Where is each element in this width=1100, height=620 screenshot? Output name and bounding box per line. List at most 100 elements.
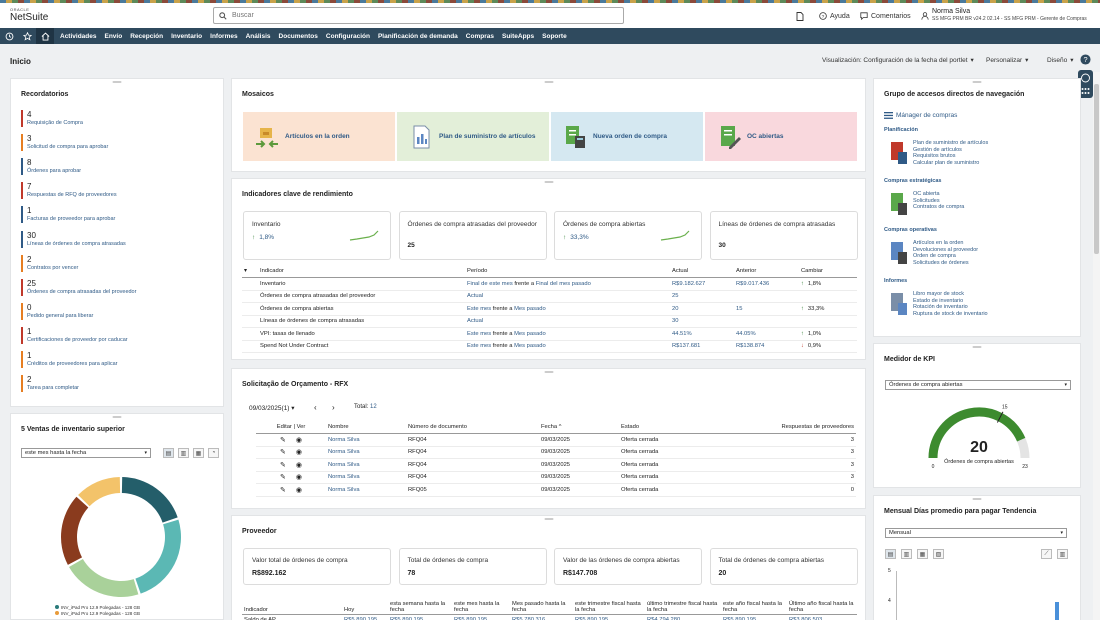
donut-slice[interactable] [135,519,181,594]
reminder-link[interactable]: Facturas de proveedor para aprobar [27,216,116,223]
shortcut-link[interactable]: OC abierta [913,191,940,197]
help-button[interactable]: ? Ayuda [819,12,850,20]
period-link[interactable]: Actual [467,293,484,300]
shortcut-link[interactable]: Gestión de artículos [913,146,962,153]
personalize-dropdown[interactable]: Personalizar ▾ [986,56,1028,65]
drag-handle[interactable] [972,346,982,348]
shortcut-link[interactable]: Solicitudes [913,197,940,204]
reminder-item[interactable]: 2 Contratos por vencer [21,254,79,272]
reminder-link[interactable]: Tarea para completar [27,385,79,392]
drag-handle[interactable] [972,498,982,500]
pie-chart-button[interactable]: ◔ [208,448,219,458]
rfx-name[interactable]: Norma Silva [326,458,406,472]
tile-open-pos[interactable]: OC abiertas [705,112,857,161]
period-link[interactable]: Este mes [467,330,492,337]
reminder-item[interactable]: 4 Requisição de Compra [21,110,83,127]
drag-handle[interactable] [544,518,553,520]
nav-item[interactable]: Documentos [278,32,318,40]
supplier-kpi-card[interactable]: Valor total de órdenes de compra R$892.16… [243,548,391,585]
edit-pencil-icon[interactable]: ✎ [280,474,286,482]
area-chart-button[interactable]: ▧ [933,549,944,559]
nav-item[interactable]: Compras [465,32,494,40]
kpi-card[interactable]: Inventario ↑ 1,8% [243,211,391,260]
reminder-item[interactable]: 1 Facturas de proveedor para aprobar [21,206,116,224]
manager-link[interactable]: Mánager de compras [884,112,957,119]
line-chart-button[interactable]: ⟋ [1041,549,1052,559]
donut-slice[interactable] [61,496,89,565]
drag-handle[interactable] [972,81,982,83]
rfx-name[interactable]: Norma Silva [326,446,406,459]
column-header[interactable]: Último año fiscal hasta la fecha [787,592,857,615]
shortcut-link[interactable]: Devoluciones al proveedor [913,246,979,253]
nav-item[interactable]: SuiteApps [501,32,535,40]
column-header[interactable]: Actual [670,265,734,278]
reminder-item[interactable]: 1 Créditos de proveedores para aplicar [21,351,118,368]
reminder-link[interactable]: Líneas de órdenes de compra atrasadas [27,240,126,247]
netsuite-logo[interactable]: ORACLE NetSuite [10,8,48,23]
tile-items-on-order[interactable]: Artículos en la orden [243,112,395,161]
shortcut-link[interactable]: Contratos de compra [913,204,965,210]
drag-handle[interactable] [112,81,122,83]
view-eye-icon[interactable]: ◉ [295,461,302,469]
kpi-actual[interactable]: R$9.182.627 [670,277,734,291]
date-filter-dropdown[interactable]: 09/03/2025(1) ▾ [249,404,295,412]
reminder-item[interactable]: 30 Líneas de órdenes de compra atrasadas [21,230,126,248]
view-settings-dropdown[interactable]: Visualización: Configuración de la fecha… [822,56,974,65]
stacked-chart-button[interactable]: ▦ [193,448,204,458]
global-search[interactable] [213,7,624,24]
supplier-kpi-card[interactable]: Total de órdenes de compra 78 [398,548,547,585]
supplier-value[interactable]: R$5.890.195 [573,614,645,620]
kpi-card[interactable]: Órdenes de compra abiertas ↑ 33,3% [554,211,702,260]
edit-pencil-icon[interactable]: ✎ [280,461,286,469]
column-header[interactable]: Respuestas de proveedores [739,421,856,434]
reminder-item[interactable]: 2 Tarea para completar [21,375,79,393]
column-header[interactable]: Nombre [326,421,406,434]
period-link[interactable]: Final de este mes [467,280,513,287]
reminder-item[interactable]: 7 Respuestas de RFQ de proveedores [21,182,117,200]
column-header[interactable]: Estado [619,421,739,434]
kpi-card[interactable]: Líneas de órdenes de compra atrasadas 30 [709,211,858,260]
feedback-button[interactable]: Comentarios [860,12,911,20]
reminder-link[interactable]: Certificaciones de proveedor por caducar [27,336,128,343]
view-eye-icon[interactable]: ◉ [295,449,302,457]
shortcut-link[interactable]: Calcular plan de suministro [913,159,980,166]
kpi-actual[interactable]: 20 [670,302,734,316]
kpi-previous[interactable] [734,315,799,328]
column-header[interactable]: último trimestre fiscal hasta la fecha [645,592,721,615]
kpi-actual[interactable]: 30 [670,315,734,328]
supplier-value[interactable]: R$3.806.503 [787,614,857,620]
shortcut-link[interactable]: Artículos en la orden [913,240,964,246]
column-chart-button[interactable]: ▥ [178,448,189,458]
column-header[interactable]: Período [465,265,670,278]
reminder-link[interactable]: Órdenes para aprobar [27,168,82,175]
kpi-card[interactable]: Órdenes de compra atrasadas del proveedo… [398,211,547,260]
period-select[interactable]: este mes hasta la fecha ▾ [21,448,151,458]
search-input[interactable] [232,10,612,21]
donut-slice[interactable] [78,477,121,507]
nav-item[interactable]: Inventario [171,32,203,40]
view-eye-icon[interactable]: ◉ [295,486,302,494]
supplier-value[interactable]: R$5.890.195 [452,614,510,620]
recent-button[interactable] [0,28,18,44]
rfx-name[interactable]: Norma Silva [326,483,406,497]
column-header[interactable]: este mes hasta la fecha [452,592,510,615]
reminder-link[interactable]: Solicitud de compra para aprobar [27,144,109,151]
supplier-value[interactable]: R$5.890.195 [342,614,388,620]
drag-handle[interactable] [544,181,553,183]
kpi-actual[interactable]: 25 [670,290,734,303]
shortcut-link[interactable]: Rotación de inventario [913,304,968,310]
nav-item[interactable]: Informes [210,32,238,40]
bar-chart-button[interactable]: ▤ [163,448,174,458]
donut-slice[interactable] [69,558,139,597]
recent-records-button[interactable] [796,12,804,21]
tile-supply-plan[interactable]: Plan de suministro de artículos [397,112,549,161]
prev-page-button[interactable]: ‹ [314,403,317,412]
column-header[interactable]: Fecha ^ [539,421,619,434]
shortcut-link[interactable]: Orden de compra [913,253,956,259]
rfx-name[interactable]: Norma Silva [326,433,406,447]
column-header[interactable]: este trimestre fiscal hasta la fecha [573,592,645,615]
reminder-item[interactable]: 0 Pedido general para liberar [21,302,94,320]
tile-new-purchase-order[interactable]: Nueva orden de compra [551,112,703,161]
reminder-link[interactable]: Pedido general para liberar [27,312,94,319]
reminder-link[interactable]: Contratos por vencer [27,264,79,271]
